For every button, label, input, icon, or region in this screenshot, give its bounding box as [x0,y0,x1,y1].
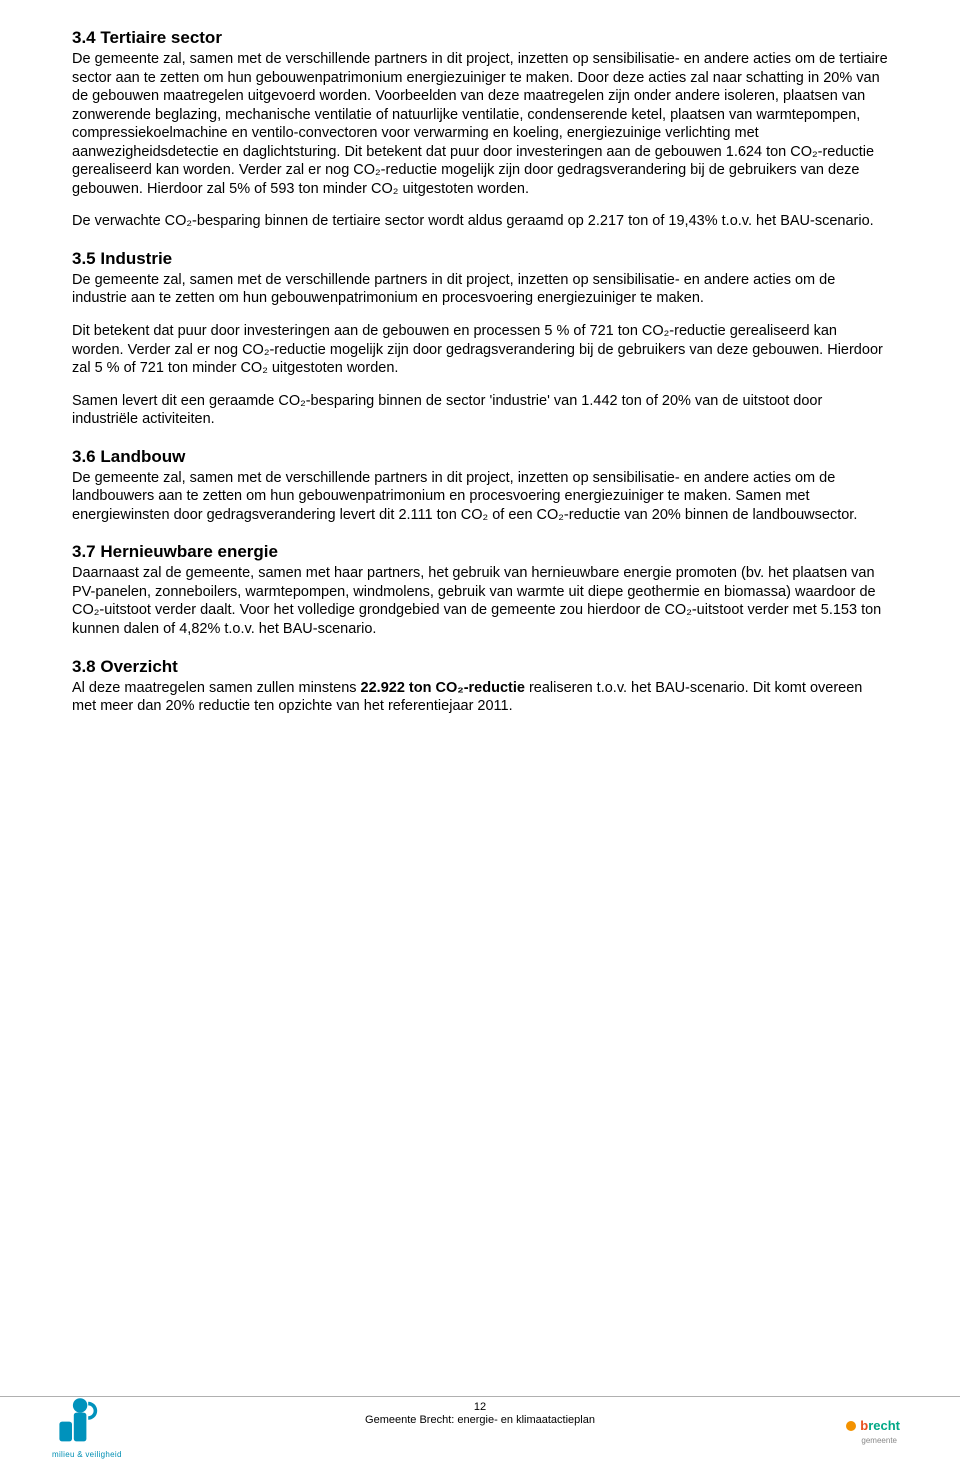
heading-industrie: 3.5 Industrie [72,249,888,269]
heading-hernieuwbare: 3.7 Hernieuwbare energie [72,542,888,562]
logo-right: brecht [846,1418,900,1433]
paragraph-overzicht-1: Al deze maatregelen samen zullen minsten… [72,679,888,716]
page-number: 12 [474,1401,486,1413]
overzicht-pre: Al deze maatregelen samen zullen minsten… [72,680,361,696]
paragraph-tertiaire-1: De gemeente zal, samen met de verschille… [72,50,888,198]
paragraph-industrie-1: De gemeente zal, samen met de verschille… [72,271,888,308]
paragraph-industrie-2: Dit betekent dat puur door investeringen… [72,322,888,378]
heading-tertiaire: 3.4 Tertiaire sector [72,28,888,48]
page-footer: 12 Gemeente Brecht: energie- en klimaata… [0,1396,960,1427]
heading-landbouw: 3.6 Landbouw [72,447,888,467]
brecht-b: b [860,1418,868,1433]
brecht-wordmark: brecht [860,1418,900,1433]
brecht-recht: recht [868,1418,900,1433]
doc-title: Gemeente Brecht: energie- en klimaatacti… [365,1414,595,1426]
dot-icon [846,1421,856,1431]
overzicht-bold: 22.922 ton CO₂-reductie [361,680,525,696]
paragraph-tertiaire-2: De verwachte CO₂-besparing binnen de ter… [72,212,888,231]
paragraph-landbouw-1: De gemeente zal, samen met de verschille… [72,469,888,525]
footer-text: 12 Gemeente Brecht: energie- en klimaata… [72,1397,888,1427]
paragraph-industrie-3: Samen levert dit een geraamde CO₂-bespar… [72,392,888,429]
paragraph-hernieuwbare-1: Daarnaast zal de gemeente, samen met haa… [72,564,888,638]
logo-right-prefix: gemeente [861,1436,897,1445]
logo-left-icon [54,1391,108,1445]
heading-overzicht: 3.8 Overzicht [72,657,888,677]
